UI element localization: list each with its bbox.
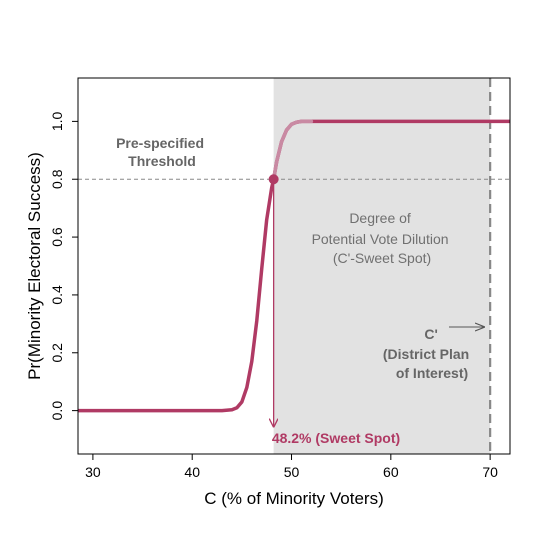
x-tick-label: 70: [482, 464, 498, 480]
threshold-annotation-line-1: Pre-specified: [116, 135, 204, 151]
dilution-annotation-line-2: Potential Vote Dilution: [312, 231, 449, 247]
dilution-shaded-region: [274, 78, 490, 454]
x-tick-label: 40: [184, 464, 200, 480]
y-tick-label: 1.0: [49, 111, 65, 131]
y-tick-label: 0.0: [49, 401, 65, 421]
x-axis-label: C (% of Minority Voters): [204, 489, 384, 508]
threshold-annotation-line-2: Threshold: [128, 153, 196, 169]
district-plan-annotation-line-2: (District Plan: [383, 346, 469, 362]
y-axis: 0.0 0.2 0.4 0.6 0.8 1.0: [49, 111, 78, 420]
dilution-annotation-line-1: Degree of: [349, 210, 411, 226]
district-plan-annotation-line-3: of Interest): [396, 365, 468, 381]
y-tick-label: 0.8: [49, 169, 65, 189]
y-tick-label: 0.2: [49, 343, 65, 363]
threshold-annotation: Pre-specified Threshold: [116, 135, 208, 169]
y-tick-label: 0.6: [49, 227, 65, 247]
x-axis: 30 40 50 60 70: [85, 454, 498, 480]
y-tick-label: 0.4: [49, 285, 65, 305]
x-tick-label: 60: [383, 464, 399, 480]
dilution-annotation-line-3: (C'-Sweet Spot): [333, 250, 431, 266]
x-tick-label: 30: [85, 464, 101, 480]
x-tick-label: 50: [284, 464, 300, 480]
y-axis-label: Pr(Minority Electoral Success): [25, 152, 44, 380]
district-plan-annotation-line-1: C': [424, 326, 437, 342]
sweet-spot-point: [269, 174, 279, 184]
sweet-spot-label: 48.2% (Sweet Spot): [272, 430, 400, 446]
